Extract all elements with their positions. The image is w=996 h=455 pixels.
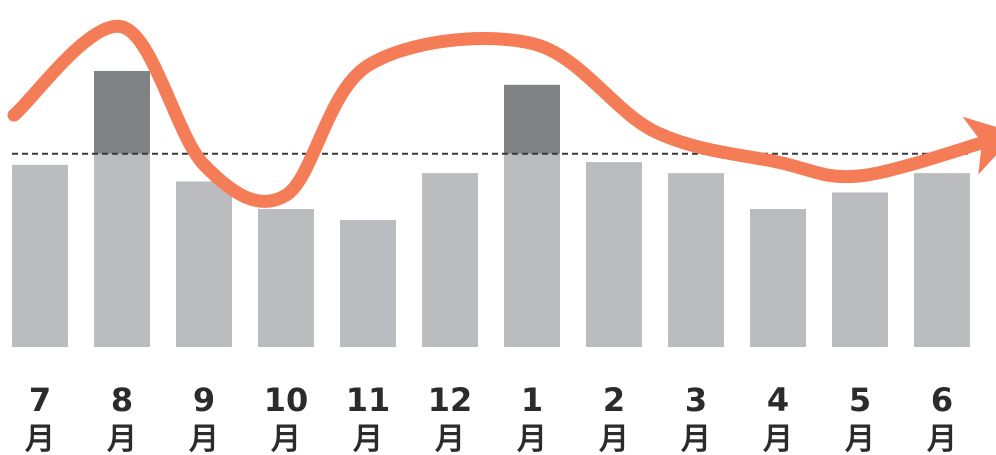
x-tick-label: 12月 [428, 381, 473, 455]
x-tick-label: 2月 [599, 381, 629, 455]
trend-curve [7, 19, 996, 208]
bar-5月 [832, 192, 888, 347]
x-tick-unit: 月 [353, 422, 383, 455]
x-tick-label: 10月 [264, 381, 309, 455]
x-tick-label: 5月 [845, 381, 875, 455]
x-tick-number: 8 [111, 381, 133, 419]
x-tick-number: 12 [428, 381, 473, 419]
x-tick-number: 10 [264, 381, 309, 419]
x-tick-label: 9月 [189, 381, 219, 455]
x-tick-label: 3月 [681, 381, 711, 455]
x-tick-unit: 月 [107, 422, 137, 455]
x-tick-unit: 月 [927, 422, 957, 455]
x-tick-unit: 月 [517, 422, 547, 455]
x-tick-unit: 月 [25, 422, 55, 455]
x-tick-unit: 月 [271, 422, 301, 455]
x-tick-label: 7月 [25, 381, 55, 455]
x-tick-number: 7 [29, 381, 51, 419]
x-tick-number: 2 [603, 381, 625, 419]
x-tick-unit: 月 [435, 422, 465, 455]
x-tick-number: 6 [931, 381, 953, 419]
trend-arrowhead [962, 116, 996, 175]
bar-9月 [176, 181, 232, 347]
x-tick-unit: 月 [763, 422, 793, 455]
trend-curve-layer [7, 19, 996, 208]
x-tick-label: 11月 [346, 381, 391, 455]
bar-2月 [586, 162, 642, 347]
bar-1月 [504, 153, 560, 347]
bar-4月 [750, 209, 806, 347]
x-tick-unit: 月 [599, 422, 629, 455]
x-tick-unit: 月 [189, 422, 219, 455]
bar-12月 [422, 173, 478, 347]
x-tick-unit: 月 [681, 422, 711, 455]
bar-10月 [258, 209, 314, 347]
bar-11月 [340, 220, 396, 347]
bar-6月 [914, 173, 970, 347]
x-tick-label: 6月 [927, 381, 957, 455]
bar-8月 [94, 153, 150, 347]
x-tick-number: 3 [685, 381, 707, 419]
x-tick-number: 1 [521, 381, 543, 419]
x-tick-label: 4月 [763, 381, 793, 455]
bar-1月-above-reference [504, 84, 560, 154]
x-tick-number: 11 [346, 381, 391, 419]
x-tick-label: 8月 [107, 381, 137, 455]
bar-7月 [12, 164, 68, 347]
x-tick-number: 5 [849, 381, 871, 419]
bar-3月 [668, 173, 724, 347]
bars-layer [12, 71, 970, 347]
x-tick-label: 1月 [517, 381, 547, 455]
x-tick-unit: 月 [845, 422, 875, 455]
x-tick-number: 9 [193, 381, 215, 419]
x-tick-number: 4 [767, 381, 789, 419]
bar-8月-above-reference [94, 71, 150, 154]
